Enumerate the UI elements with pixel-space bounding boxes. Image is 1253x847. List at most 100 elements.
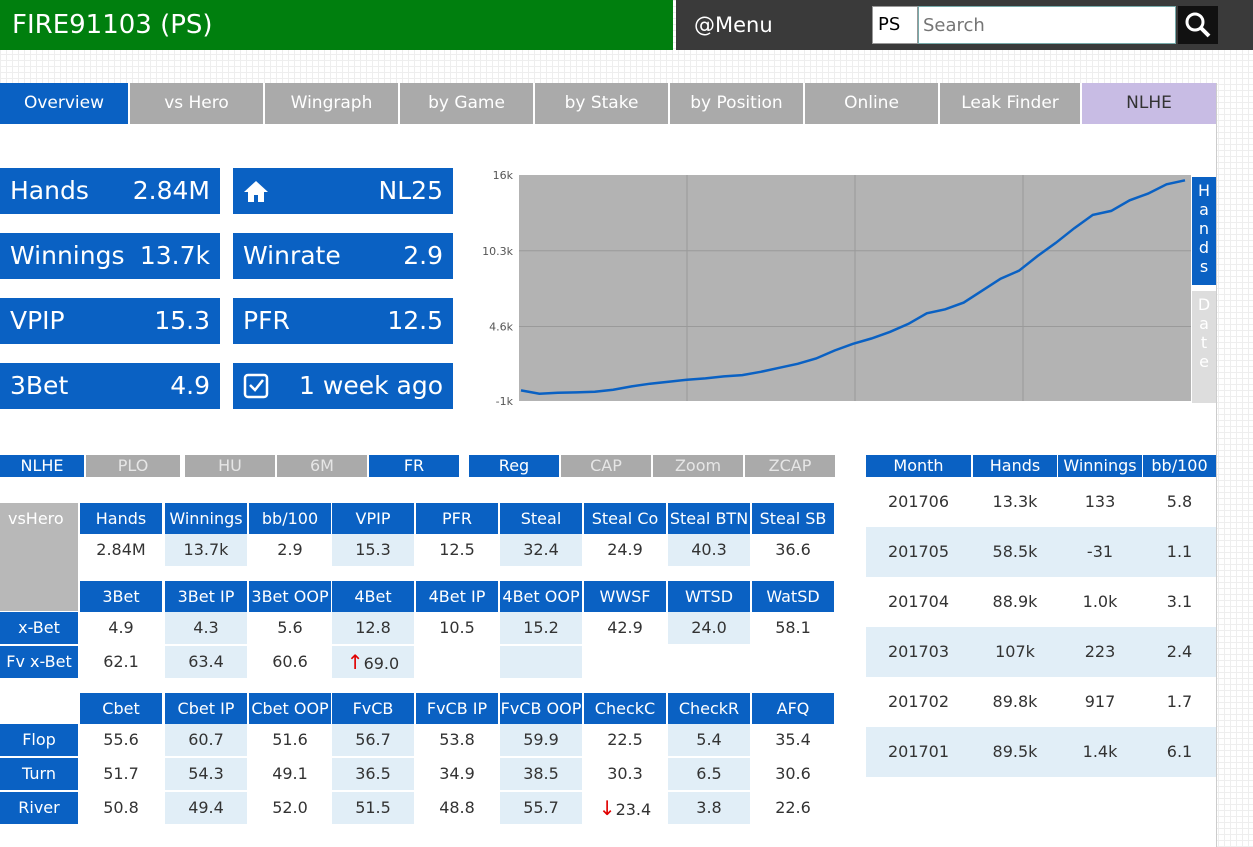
stat-cell	[416, 646, 498, 678]
tab-vs-hero[interactable]: vs Hero	[130, 83, 263, 124]
menu-button[interactable]: @Menu	[694, 13, 773, 37]
stat-cell: 42.9	[607, 618, 643, 637]
month-col-header: Month	[866, 455, 971, 477]
filter-hu[interactable]: HU	[185, 455, 275, 477]
filter-nlhe[interactable]: NLHE	[0, 455, 84, 477]
month-cell: 1.7	[1166, 692, 1193, 711]
stat-cell: 5.4	[668, 724, 750, 756]
stat-value: 54.3	[188, 764, 224, 783]
filter-zoom[interactable]: Zoom	[653, 455, 743, 477]
stat-cell: 15.3	[332, 534, 414, 566]
month-cell: 201701	[887, 742, 950, 761]
stat-box: Winnings 13.7k	[0, 233, 220, 279]
col-header: FvCB	[332, 693, 414, 724]
stat-cell: 34.9	[416, 758, 498, 790]
tab-by-game[interactable]: by Game	[400, 83, 533, 124]
tab-wingraph[interactable]: Wingraph	[265, 83, 398, 124]
month-cell: 5.8	[1166, 492, 1193, 511]
stat-cell: 6.5	[668, 758, 750, 790]
stat-value: 62.1	[103, 652, 139, 671]
col-header: Steal Co	[584, 503, 666, 534]
month-cell: 917	[1084, 692, 1116, 711]
winnings-label: Winnings	[10, 241, 125, 270]
stat-cell: 30.3	[584, 758, 666, 790]
filter-zcap[interactable]: ZCAP	[745, 455, 835, 477]
filter-plo[interactable]: PLO	[86, 455, 180, 477]
stat-value: 55.7	[523, 798, 559, 817]
filter-6m[interactable]: 6M	[277, 455, 367, 477]
vs-hero-label: vsHero	[0, 503, 78, 611]
stat-value: 30.3	[607, 764, 643, 783]
stat-box: Hands 2.84M	[0, 168, 220, 214]
stat-value: 51.5	[355, 798, 391, 817]
col-header: bb/100	[249, 503, 331, 534]
month-cell: 1.4k	[1082, 742, 1118, 761]
month-row[interactable]: 201702 89.8k 917 1.7	[866, 677, 1216, 727]
pfr-value: 12.5	[387, 306, 443, 335]
tab-overview[interactable]: Overview	[0, 83, 128, 124]
month-cell: 133	[1084, 492, 1116, 511]
col-header: 3Bet IP	[165, 581, 247, 612]
y-tick-label: 4.6k	[489, 321, 513, 334]
search-input[interactable]	[918, 6, 1176, 44]
col-header: Cbet IP	[165, 693, 247, 724]
month-cell: 89.8k	[992, 692, 1038, 711]
stat-value: 36.5	[355, 764, 391, 783]
month-cell: 107k	[995, 642, 1035, 661]
filter-fr[interactable]: FR	[369, 455, 459, 477]
stat-cell: 36.6	[775, 540, 811, 559]
stat-cell: 12.5	[439, 540, 475, 559]
stat-value: 23.4	[615, 800, 652, 819]
down-arrow-icon: ↓	[598, 796, 616, 820]
col-header: WatSD	[752, 581, 834, 612]
stat-cell: 58.1	[775, 618, 811, 637]
col-header: Cbet OOP	[249, 693, 331, 724]
stat-value: 49.1	[272, 764, 308, 783]
filter-reg[interactable]: Reg	[469, 455, 559, 477]
month-row[interactable]: 201701 89.5k 1.4k 6.1	[866, 727, 1216, 777]
col-header: Winnings	[165, 503, 247, 534]
month-cell: 6.1	[1166, 742, 1193, 761]
col-header: AFQ	[752, 693, 834, 724]
vpip-label: VPIP	[10, 306, 65, 335]
river-row-label: River	[0, 792, 78, 824]
month-row[interactable]: 201703 107k 223 2.4	[866, 627, 1216, 677]
tab-nlhe[interactable]: NLHE	[1082, 83, 1216, 124]
hands-value: 2.84M	[132, 176, 210, 205]
tab-online[interactable]: Online	[805, 83, 938, 124]
col-header: CheckR	[668, 693, 750, 724]
col-header: Steal SB	[752, 503, 834, 534]
stat-cell: 22.6	[752, 792, 834, 824]
stat-value: 22.6	[775, 798, 811, 817]
site-field[interactable]: PS	[872, 6, 918, 44]
month-row[interactable]: 201706 13.3k 133 5.8	[866, 477, 1216, 527]
stat-cell: 51.5	[332, 792, 414, 824]
stat-cell	[500, 646, 582, 678]
y-tick-label: -1k	[496, 395, 514, 408]
stat-cell: 38.5	[500, 758, 582, 790]
stat-cell: 56.7	[332, 724, 414, 756]
month-cell: 13.3k	[992, 492, 1038, 511]
tab-by-stake[interactable]: by Stake	[535, 83, 668, 124]
month-row[interactable]: 201705 58.5k -31 1.1	[866, 527, 1216, 577]
stat-cell: 52.0	[249, 792, 331, 824]
stat-cell: 2.9	[277, 540, 303, 559]
month-row[interactable]: 201704 88.9k 1.0k 3.1	[866, 577, 1216, 627]
month-col-header: Winnings	[1058, 455, 1142, 477]
tab-by-position[interactable]: by Position	[670, 83, 803, 124]
stat-cell: 3.8	[668, 792, 750, 824]
stat-cell: 62.1	[80, 646, 162, 678]
stat-cell: 24.0	[668, 612, 750, 644]
search-button[interactable]	[1178, 6, 1218, 44]
stat-box: PFR 12.5	[233, 298, 453, 344]
home-icon	[243, 168, 269, 214]
tab-leak-finder[interactable]: Leak Finder	[940, 83, 1080, 124]
stat-value: 35.4	[775, 730, 811, 749]
col-header: FvCB IP	[416, 693, 498, 724]
filter-cap[interactable]: CAP	[561, 455, 651, 477]
month-cell: 223	[1084, 642, 1116, 661]
month-cell: 201705	[887, 542, 950, 561]
stat-value: 53.8	[439, 730, 475, 749]
